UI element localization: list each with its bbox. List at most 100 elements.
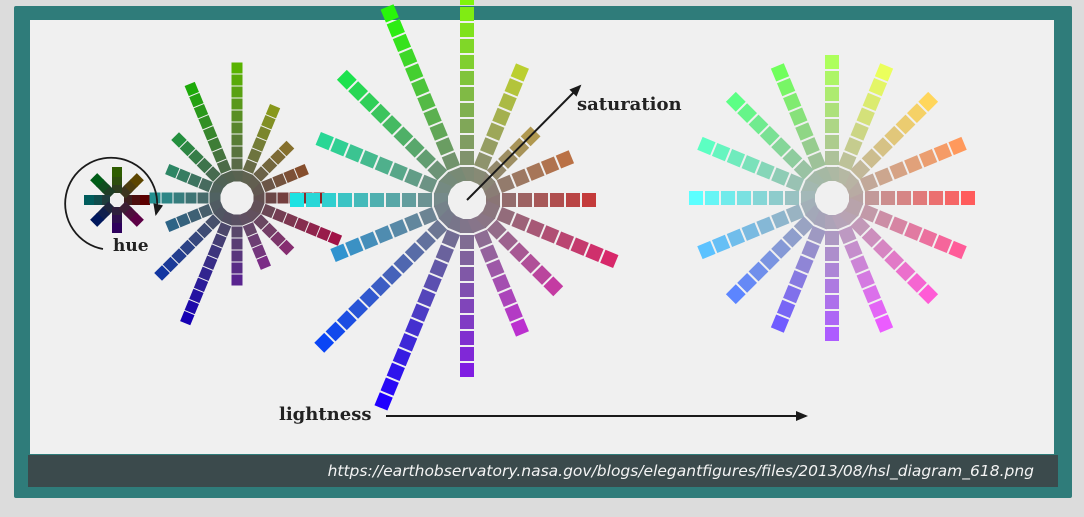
color-swatch bbox=[570, 237, 589, 256]
color-swatch bbox=[881, 191, 895, 205]
color-swatch bbox=[486, 259, 505, 278]
color-swatch bbox=[398, 48, 418, 67]
color-swatch bbox=[460, 55, 474, 69]
color-swatch bbox=[203, 255, 218, 270]
color-swatch bbox=[889, 161, 908, 180]
color-wheel-low bbox=[149, 62, 343, 326]
color-swatch bbox=[283, 213, 298, 228]
color-swatch bbox=[129, 212, 144, 227]
color-swatch bbox=[540, 156, 560, 175]
color-swatch bbox=[404, 242, 425, 263]
color-swatch bbox=[859, 173, 879, 192]
color-swatch bbox=[374, 225, 394, 244]
color-swatch bbox=[231, 226, 243, 238]
color-swatch bbox=[374, 392, 393, 411]
color-swatch bbox=[253, 192, 265, 204]
color-swatch bbox=[132, 195, 142, 205]
color-swatch bbox=[473, 152, 493, 171]
color-swatch bbox=[171, 132, 187, 148]
color-swatch bbox=[272, 173, 287, 188]
color-swatch bbox=[404, 137, 425, 158]
color-swatch bbox=[382, 265, 402, 285]
color-swatch bbox=[697, 240, 716, 260]
color-swatch bbox=[196, 157, 213, 174]
color-swatch bbox=[154, 265, 170, 281]
color-swatch bbox=[242, 222, 258, 237]
color-swatch bbox=[427, 160, 448, 181]
color-swatch bbox=[389, 162, 408, 181]
color-swatch bbox=[807, 151, 826, 171]
color-swatch bbox=[374, 156, 394, 175]
color-swatch bbox=[460, 39, 474, 53]
color-swatch bbox=[492, 273, 511, 293]
color-swatch bbox=[330, 243, 349, 262]
color-swatch bbox=[825, 311, 839, 325]
color-swatch bbox=[429, 122, 448, 141]
color-swatch bbox=[705, 191, 719, 205]
color-swatch bbox=[185, 192, 197, 204]
color-swatch bbox=[231, 98, 243, 110]
color-swatch bbox=[189, 92, 204, 108]
color-swatch bbox=[322, 193, 336, 207]
color-swatch bbox=[179, 239, 196, 256]
hue-wheel-dark bbox=[84, 167, 150, 233]
source-url: https://earthobservatory.nasa.gov/blogs/… bbox=[327, 462, 1034, 480]
color-swatch bbox=[184, 299, 199, 315]
color-swatch bbox=[884, 250, 905, 271]
color-swatch bbox=[874, 63, 894, 82]
color-swatch bbox=[776, 77, 796, 97]
color-swatch bbox=[231, 62, 243, 74]
color-swatch bbox=[933, 142, 953, 162]
color-swatch bbox=[948, 240, 967, 260]
color-swatch bbox=[231, 262, 243, 274]
color-swatch bbox=[359, 92, 380, 113]
color-swatch bbox=[336, 310, 357, 331]
color-swatch bbox=[161, 192, 173, 204]
color-swatch bbox=[277, 192, 289, 204]
color-swatch bbox=[845, 198, 864, 217]
color-swatch bbox=[252, 137, 267, 152]
color-swatch bbox=[435, 244, 454, 263]
color-swatch bbox=[325, 321, 346, 342]
color-swatch bbox=[460, 283, 474, 297]
color-swatch bbox=[825, 263, 839, 277]
color-swatch bbox=[868, 77, 888, 97]
color-swatch bbox=[502, 193, 516, 207]
color-swatch bbox=[441, 152, 461, 171]
color-swatch bbox=[92, 195, 102, 205]
color-swatch bbox=[188, 149, 204, 165]
color-swatch bbox=[149, 192, 161, 204]
color-swatch bbox=[526, 162, 545, 181]
color-swatch bbox=[256, 126, 271, 141]
color-swatch bbox=[874, 314, 894, 333]
color-swatch bbox=[380, 4, 399, 23]
color-swatch bbox=[265, 192, 277, 204]
color-swatch bbox=[359, 150, 379, 169]
color-swatch bbox=[460, 0, 474, 5]
hue-label: hue bbox=[113, 236, 149, 256]
color-swatch bbox=[918, 149, 938, 168]
color-swatch bbox=[411, 78, 430, 97]
color-swatch bbox=[129, 173, 144, 188]
color-swatch bbox=[785, 204, 805, 223]
color-swatch bbox=[859, 204, 879, 223]
color-swatch bbox=[231, 86, 243, 98]
color-swatch bbox=[850, 122, 869, 141]
color-swatch bbox=[600, 249, 619, 269]
color-swatch bbox=[278, 140, 295, 157]
color-swatch bbox=[585, 243, 604, 262]
color-swatch bbox=[492, 107, 511, 127]
color-swatch bbox=[402, 193, 416, 207]
color-swatch bbox=[838, 225, 857, 245]
color-swatch bbox=[697, 136, 716, 156]
color-swatch bbox=[460, 363, 474, 377]
color-swatch bbox=[261, 203, 276, 219]
color-wheel-high bbox=[689, 55, 975, 341]
color-swatch bbox=[417, 92, 436, 112]
color-swatch bbox=[261, 157, 278, 174]
color-swatch bbox=[203, 126, 218, 141]
color-swatch bbox=[231, 250, 243, 262]
color-swatch bbox=[212, 233, 227, 248]
color-swatch bbox=[726, 228, 746, 247]
color-swatch bbox=[771, 210, 790, 229]
